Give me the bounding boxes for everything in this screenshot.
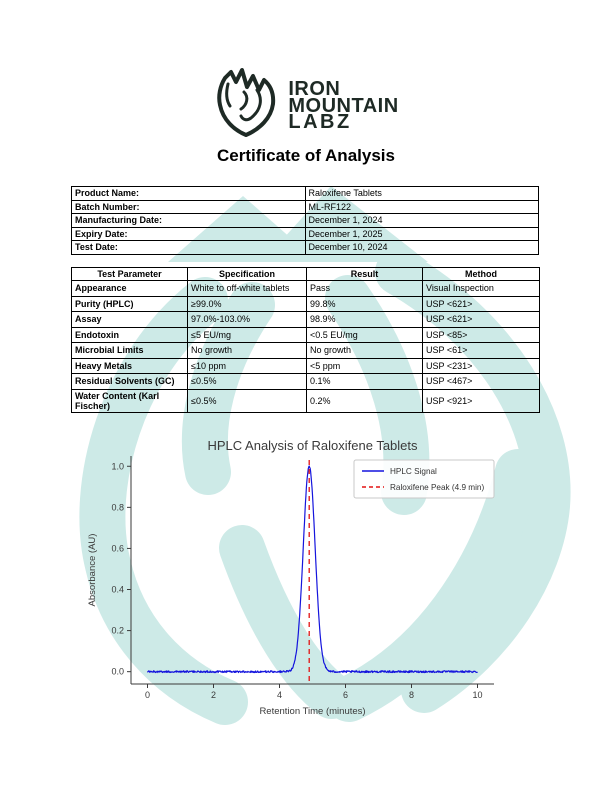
mountain-shield-logo-icon [217,68,276,137]
results-cell-specification: ≤10 ppm [187,357,307,374]
results-cell-specification: White to off-white tablets [187,280,307,297]
brand-line-2: MOUNTAIN [288,94,399,117]
product-info-table: Product Name: Raloxifene Tablets Batch Num… [71,186,539,255]
x-axis-label: Retention Time (minutes) [259,706,365,717]
y-tick-label: 0.2 [111,626,124,636]
x-tick-label: 10 [472,690,482,700]
results-cell-parameter: Assay [71,311,188,328]
product-info-value: December 1, 2025 [304,226,539,241]
results-row: Microbial Limits No growth No growth USP <6… [71,342,540,359]
results-cell-method: USP <85> [422,326,540,343]
y-tick-label: 0.6 [111,543,124,553]
brand-wordmark: IRON MOUNTAIN LABZ [288,67,399,134]
results-cell-method: USP <921> [422,388,540,413]
x-tick-label: 8 [409,690,414,700]
results-cell-result: 0.1% [306,373,423,390]
results-cell-result: 0.2% [306,388,423,413]
brand-line-3: LABZ [288,111,352,134]
hplc-chromatogram-chart: HPLC Analysis of Raloxifene Tablets Reten… [87,438,495,717]
results-header-cell: Specification [187,267,307,281]
results-cell-specification: ≥99.0% [187,295,307,312]
brand-logo: IRON MOUNTAIN LABZ [0,60,612,138]
results-cell-result: Pass [306,280,423,297]
results-row: Heavy Metals ≤10 ppm <5 ppm USP <231> [71,357,540,374]
results-cell-method: USP <231> [422,357,540,374]
product-info-row: Test Date: December 10, 2024 [71,240,539,255]
results-row: Endotoxin ≤5 EU/mg <0.5 EU/mg USP <85> [71,326,540,343]
results-cell-result: No growth [306,342,423,359]
y-tick-label: 0.4 [111,585,124,595]
results-row: Appearance White to off-white tablets Pass… [71,280,540,297]
y-tick-label: 0.0 [111,667,124,677]
product-info-row: Product Name: Raloxifene Tablets [71,186,539,201]
results-row: Water Content (Karl Fischer) ≤0.5% 0.2% USP… [71,388,540,413]
results-header-cell: Method [422,267,540,281]
product-info-label: Test Date: [71,240,306,255]
results-row: Assay 97.0%-103.0% 98.9% USP <621> [71,311,540,328]
product-info-row: Batch Number: ML-RF122 [71,199,539,214]
product-info-label: Expiry Date: [71,226,306,241]
x-tick-label: 0 [145,690,150,700]
test-results-table: Test Parameter Specification Result Method … [71,267,540,413]
watermark-apex-right [326,449,541,722]
product-info-value: December 1, 2024 [304,213,539,228]
x-tick-label: 4 [277,690,282,700]
results-cell-method: USP <621> [422,311,540,328]
product-info-value: Raloxifene Tablets [304,186,539,201]
results-cell-method: USP <467> [422,373,540,390]
results-cell-method: Visual Inspection [422,280,540,297]
chart-title: HPLC Analysis of Raloxifene Tablets [207,438,418,453]
results-cell-parameter: Appearance [71,280,188,297]
results-row: Purity (HPLC) ≥99.0% 99.8% USP <621> [71,295,540,312]
results-cell-parameter: Water Content (Karl Fischer) [71,388,188,413]
product-info-row: Expiry Date: December 1, 2025 [71,226,539,241]
x-tick-label: 2 [211,690,216,700]
results-cell-result: 99.8% [306,295,423,312]
results-cell-specification: No growth [187,342,307,359]
results-cell-parameter: Endotoxin [71,326,188,343]
product-info-label: Manufacturing Date: [71,213,306,228]
results-cell-result: <5 ppm [306,357,423,374]
results-cell-result: 98.9% [306,311,423,328]
results-cell-method: USP <61> [422,342,540,359]
product-info-label: Batch Number: [71,199,306,214]
results-cell-method: USP <621> [422,295,540,312]
results-cell-specification: ≤0.5% [187,388,307,413]
page-title: Certificate of Analysis [217,146,395,165]
results-cell-specification: ≤5 EU/mg [187,326,307,343]
results-header-row: Test Parameter Specification Result Method [71,267,540,281]
hplc-signal-line [146,465,478,674]
product-info-row: Manufacturing Date: December 1, 2024 [71,213,539,228]
y-tick-label: 1.0 [111,461,124,471]
results-cell-result: <0.5 EU/mg [306,326,423,343]
results-header-cell: Result [306,267,423,281]
results-cell-specification: ≤0.5% [187,373,307,390]
x-tick-label: 6 [343,690,348,700]
results-row: Residual Solvents (GC) ≤0.5% 0.1% USP <467> [71,373,540,390]
legend-signal-label: HPLC Signal [390,467,437,476]
results-cell-parameter: Residual Solvents (GC) [71,373,188,390]
watermark-apex-left [219,525,355,719]
results-cell-parameter: Purity (HPLC) [71,295,188,312]
results-cell-parameter: Microbial Limits [71,342,188,359]
product-info-value: ML-RF122 [304,199,539,214]
product-info-value: December 10, 2024 [304,240,539,255]
brand-line-1: IRON [288,77,341,100]
results-cell-specification: 97.0%-103.0% [187,311,307,328]
results-header-cell: Test Parameter [71,267,188,281]
legend-peak-label: Raloxifene Peak (4.9 min) [390,483,484,492]
y-axis-label: Absorbance (AU) [87,534,98,607]
chart-legend-box [353,459,495,499]
results-cell-parameter: Heavy Metals [71,357,188,374]
y-tick-label: 0.8 [111,502,124,512]
product-info-label: Product Name: [71,186,306,201]
